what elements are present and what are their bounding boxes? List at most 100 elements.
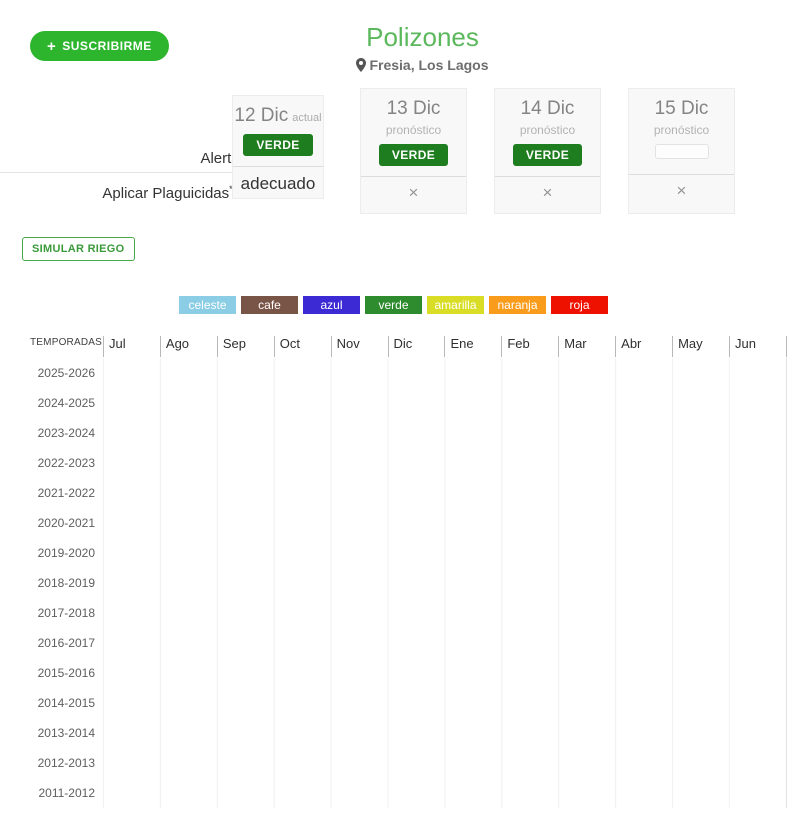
month-label-nov: Nov (330, 336, 388, 357)
card-14-dic: 14 Dic pronóstico VERDE × (494, 88, 601, 214)
season-row: 2019-2020 (30, 538, 787, 568)
page-location: Fresia, Los Lagos (0, 57, 787, 73)
legend-chip-naranja: naranja (489, 296, 546, 314)
status-badge-empty (654, 144, 709, 159)
season-plot (103, 748, 787, 778)
card-date: 14 Dic (520, 98, 575, 119)
card-value-x: × (408, 183, 419, 202)
season-row: 2020-2021 (30, 508, 787, 538)
legend-chip-verde: verde (365, 296, 422, 314)
card-value-x: × (542, 183, 553, 202)
season-label: 2016-2017 (37, 636, 95, 650)
simulate-irrigation-button[interactable]: SIMULAR RIEGO (22, 237, 135, 261)
legend-chip-azul: azul (303, 296, 360, 314)
season-row: 2024-2025 (30, 388, 787, 418)
season-plot (103, 718, 787, 748)
plaguicidas-row-label: Aplicar Plaguicidas*** : (0, 184, 248, 202)
month-label-may: May (672, 336, 729, 357)
season-label: 2011-2012 (38, 786, 96, 800)
month-label-ene: Ene (444, 336, 501, 357)
legend-chip-roja: roja (551, 296, 608, 314)
season-row: 2011-2012 (30, 778, 787, 808)
season-row: 2016-2017 (30, 628, 787, 658)
season-plot (103, 598, 787, 628)
card-tag-pronostico: pronóstico (519, 123, 576, 137)
season-plot (103, 778, 787, 808)
season-label: 2023-2024 (37, 426, 95, 440)
season-row: 2017-2018 (30, 598, 787, 628)
status-badge: VERDE (378, 144, 449, 166)
season-label: 2017-2018 (37, 606, 95, 620)
season-label: 2024-2025 (37, 396, 95, 410)
card-date: 15 Dic (654, 98, 709, 119)
card-12-dic: 12 Dic actual VERDE adecuado (232, 95, 324, 199)
season-label: 2013-2014 (37, 726, 95, 740)
month-label-mar: Mar (558, 336, 615, 357)
card-tag-pronostico: pronóstico (385, 123, 442, 137)
card-date: 12 Dic actual (233, 105, 323, 127)
month-label-dic: Dic (387, 336, 445, 357)
legend-chip-cafe: cafe (241, 296, 298, 314)
subscribe-label: SUSCRIBIRME (62, 39, 152, 53)
card-value-x: × (676, 181, 687, 200)
season-label: 2022-2023 (37, 456, 95, 470)
season-label: 2019-2020 (37, 546, 95, 560)
card-divider (629, 174, 734, 175)
card-tag-actual: actual (292, 112, 322, 124)
season-plot (103, 508, 787, 538)
season-plot (103, 568, 787, 598)
legend-chip-amarilla: amarilla (427, 296, 484, 314)
month-label-oct: Oct (273, 336, 331, 357)
season-plot (103, 478, 787, 508)
subscribe-button[interactable]: + SUSCRIBIRME (30, 31, 169, 61)
season-row: 2021-2022 (30, 478, 787, 508)
season-label: 2025-2026 (37, 366, 95, 380)
location-pin-icon (356, 58, 367, 72)
season-rows: 2025-2026 2024-2025 2023-2024 2022-2023 2021… (30, 358, 787, 808)
month-label-abr: Abr (615, 336, 672, 357)
page-title: Polizones (366, 22, 479, 52)
season-plot (103, 448, 787, 478)
season-row: 2023-2024 (30, 418, 787, 448)
season-plot (103, 628, 787, 658)
card-15-dic: 15 Dic pronóstico × (628, 88, 735, 214)
temporadas-column-title: TEMPORADAS (30, 337, 103, 348)
season-plot (103, 388, 787, 418)
season-row: 2015-2016 (30, 658, 787, 688)
season-row: 2025-2026 (30, 358, 787, 388)
month-label-ago: Ago (159, 336, 217, 357)
card-divider (233, 166, 323, 167)
month-label-sep: Sep (216, 336, 274, 357)
card-date-text: 12 Dic (234, 105, 289, 126)
season-label: 2020-2021 (37, 516, 95, 530)
card-13-dic: 13 Dic pronóstico VERDE × (360, 88, 467, 214)
status-badge: VERDE (512, 144, 583, 166)
card-value: adecuado (240, 174, 316, 193)
alert-divider (0, 172, 250, 173)
season-plot (103, 358, 787, 388)
status-badge: VERDE (243, 134, 313, 156)
season-plot (103, 688, 787, 718)
plaguicidas-label-text: Aplicar Plaguicidas (102, 185, 230, 202)
season-label: 2018-2019 (37, 576, 95, 590)
season-row: 2018-2019 (30, 568, 787, 598)
month-label-feb: Feb (501, 336, 558, 357)
season-label: 2021-2022 (37, 486, 95, 500)
season-plot (103, 658, 787, 688)
chart-header: TEMPORADAS Jul Ago Sep Oct Nov Dic Ene Feb Mar Ab… (30, 336, 787, 357)
season-plot (103, 418, 787, 448)
card-date: 13 Dic (386, 98, 441, 119)
legend: celeste cafe azul verde amarilla naranja roja (0, 296, 787, 314)
season-row: 2012-2013 (30, 748, 787, 778)
season-label: 2014-2015 (37, 696, 95, 710)
month-label-jul: Jul (103, 336, 160, 357)
season-label: 2015-2016 (37, 666, 95, 680)
card-tag-pronostico: pronóstico (653, 123, 710, 137)
location-label: Fresia, Los Lagos (369, 57, 489, 73)
legend-chip-celeste: celeste (179, 296, 236, 314)
month-axis: Jul Ago Sep Oct Nov Dic Ene Feb Mar Abr May Jun (103, 336, 787, 357)
alerta-row-label: Alerta : (200, 150, 248, 167)
month-label-jun: Jun (728, 336, 786, 357)
season-label: 2012-2013 (37, 756, 95, 770)
season-plot (103, 538, 787, 568)
